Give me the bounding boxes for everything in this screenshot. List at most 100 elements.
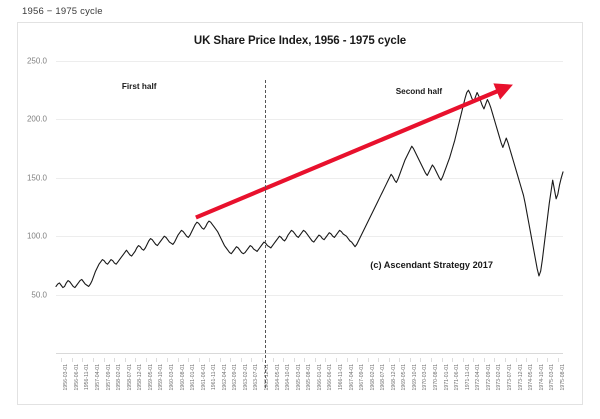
x-axis-tick-mark (325, 358, 327, 362)
x-axis-tick-mark (367, 358, 369, 362)
x-axis-tick-mark (240, 358, 242, 362)
chart-frame: UK Share Price Index, 1956 - 1975 cycle … (17, 22, 583, 405)
y-axis-labels: 50.0 100.0 150.0 200.0 250.0 (18, 23, 51, 353)
x-axis-tick-mark (103, 358, 105, 362)
x-axis-tick-mark (124, 358, 126, 362)
x-axis-tick-label: 1972-09-01 (485, 364, 492, 391)
x-axis-tick-mark (93, 358, 94, 362)
x-axis-tick-label: 1958-12-01 (137, 364, 144, 391)
x-axis-tick-mark (483, 358, 485, 362)
x-axis-tick-label: 1967-09-01 (359, 364, 365, 391)
x-axis-tick-label: 1966-06-01 (327, 364, 334, 391)
x-axis-tick-label: 1962-09-01 (232, 364, 239, 391)
x-axis-tick-mark (82, 358, 84, 362)
x-axis-tick-mark (135, 358, 137, 362)
x-axis-tick-label: 1963-02-01 (242, 364, 249, 391)
x-axis-tick-mark (71, 358, 73, 362)
x-axis-tick-label: 1969-10-01 (411, 364, 418, 391)
x-axis-tick-mark (166, 358, 168, 362)
x-axis-tick-label: 1973-07-01 (506, 364, 513, 391)
x-axis-tick-mark (547, 358, 549, 362)
x-axis-tick-label: 1962-04-01 (221, 364, 228, 391)
x-axis-tick-mark (494, 358, 496, 362)
x-axis-tick-label: 1956-06-01 (73, 364, 80, 391)
x-axis-tick-label: 1960-08-01 (179, 364, 186, 391)
chart-title: UK Share Price Index, 1956 - 1975 cycle (193, 35, 407, 47)
x-axis-tick-mark (114, 358, 116, 362)
x-axis-tick-mark (293, 358, 295, 362)
x-axis-tick-label: 1961-06-01 (200, 364, 207, 391)
y-axis-tick-label: 100.0 (26, 231, 47, 241)
gridline (56, 119, 563, 121)
cycle-midpoint-divider (265, 80, 267, 388)
x-axis-tick-mark (209, 358, 211, 362)
x-axis-tick-mark (420, 358, 422, 362)
x-axis-tick-label: 1964-05-01 (274, 364, 281, 391)
x-axis-tick-label: 1959-05-01 (147, 364, 154, 391)
x-axis-tick-mark (378, 358, 380, 362)
annotation-first-half: First half (121, 82, 157, 91)
x-axis-tick-label: 1956-11-01 (84, 364, 91, 391)
x-axis-tick-label: 1957-04-01 (95, 364, 101, 391)
x-axis-tick-label: 1961-01-01 (190, 364, 196, 391)
x-axis-tick-mark (536, 358, 538, 362)
x-axis-tick-label: 1968-02-01 (369, 364, 376, 391)
x-axis-tick-label: 1975-03-01 (549, 364, 556, 391)
x-axis-tick-mark (473, 358, 475, 362)
x-axis-tick-mark (156, 358, 158, 362)
x-axis-tick-label: 1970-03-01 (422, 364, 429, 391)
x-axis-tick-label: 1970-08-01 (433, 364, 439, 391)
x-axis-tick-label: 1963-07-01 (253, 364, 260, 391)
x-axis-labels: 1956-03-01 1956-06-01 1956-11-01 1957-04-01… (56, 358, 566, 404)
x-axis-tick-mark (357, 358, 358, 362)
x-axis-tick-mark (526, 358, 527, 362)
x-axis-tick-label: 1974-10-01 (538, 364, 545, 391)
plot-area: First half Second half (c) Ascendant Str… (55, 61, 564, 388)
x-axis-tick-label: 1960-03-01 (168, 364, 175, 391)
x-axis-tick-label: 1967-04-01 (348, 364, 355, 391)
annotation-credit: (c) Ascendant Strategy 2017 (370, 259, 494, 270)
y-axis-line (56, 61, 57, 353)
x-axis-tick-mark (314, 358, 316, 362)
x-axis-tick-mark (262, 358, 263, 362)
x-axis-tick-mark (515, 358, 517, 362)
x-axis-tick-label: 1963-12-01 (264, 364, 270, 391)
y-axis-tick-label: 150.0 (26, 173, 47, 183)
x-axis-tick-mark (188, 358, 189, 362)
x-axis-tick-mark (388, 358, 390, 362)
x-axis-tick-label: 1968-12-01 (390, 364, 397, 391)
price-index-series (55, 89, 564, 289)
x-axis-tick-mark (346, 358, 348, 362)
y-axis-tick-label: 50.0 (31, 290, 47, 300)
x-axis-tick-mark (504, 358, 506, 362)
x-axis-tick-label: 1969-05-01 (401, 364, 408, 391)
x-axis-tick-mark (272, 358, 274, 362)
x-axis-tick-mark (441, 358, 443, 362)
x-axis-tick-mark (198, 358, 200, 362)
x-axis-line (56, 353, 563, 354)
x-axis-tick-mark (452, 358, 454, 362)
y-axis-tick-label: 250.0 (26, 56, 47, 66)
gridline (56, 177, 563, 179)
x-axis-tick-mark (251, 358, 253, 362)
x-axis-tick-label: 1965-08-01 (306, 364, 313, 391)
x-axis-tick-label: 1971-06-01 (454, 364, 461, 391)
x-axis-tick-mark (177, 358, 179, 362)
x-axis-tick-mark (304, 358, 306, 362)
x-axis-tick-label: 1958-02-01 (116, 364, 123, 391)
x-axis-tick-mark (283, 358, 285, 362)
trend-arrow (195, 83, 513, 220)
x-axis-tick-mark (431, 358, 432, 362)
x-axis-tick-label: 1973-02-01 (496, 364, 503, 391)
x-axis-tick-label: 1961-11-01 (211, 364, 218, 391)
x-axis-tick-label: 1956-03-01 (63, 364, 70, 391)
x-axis-tick-mark (61, 358, 63, 362)
x-axis-tick-mark (462, 358, 464, 362)
x-axis-tick-label: 1966-01-01 (316, 364, 323, 391)
y-axis-tick-label: 200.0 (26, 114, 47, 124)
document-header-text: 1956 − 1975 cycle (22, 6, 103, 17)
x-axis-tick-label: 1966-11-01 (337, 364, 344, 391)
x-axis-tick-label: 1965-03-01 (295, 364, 302, 391)
x-axis-tick-mark (409, 358, 411, 362)
